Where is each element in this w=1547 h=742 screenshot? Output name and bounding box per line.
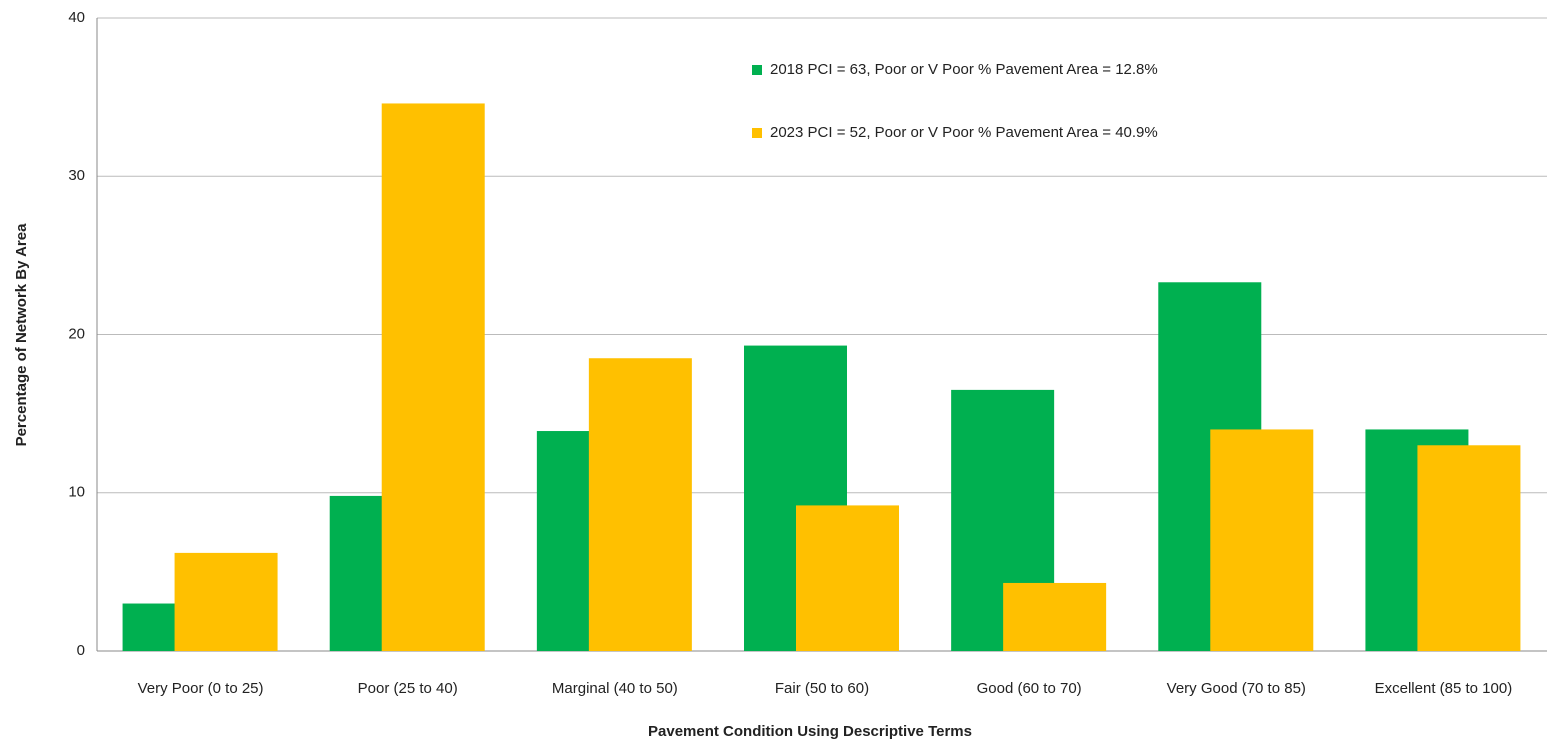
bar <box>174 552 278 651</box>
legend-marker <box>752 128 762 138</box>
x-tick-label: Marginal (40 to 50) <box>552 680 678 697</box>
legend-marker <box>752 65 762 75</box>
y-axis-label: Percentage of Network By Area <box>13 223 30 447</box>
bar <box>1003 582 1107 651</box>
x-axis-label: Pavement Condition Using Descriptive Ter… <box>648 723 972 740</box>
bar <box>796 505 899 651</box>
bar <box>1210 429 1314 651</box>
bar <box>588 358 692 651</box>
x-tick-label: Very Good (70 to 85) <box>1167 680 1306 697</box>
y-tick-label: 20 <box>68 325 85 342</box>
y-tick-label: 0 <box>77 642 85 659</box>
x-tick-label: Very Poor (0 to 25) <box>138 680 264 697</box>
x-tick-label: Poor (25 to 40) <box>358 680 458 697</box>
legend-label: 2023 PCI = 52, Poor or V Poor % Pavement… <box>770 124 1158 141</box>
bar <box>381 103 485 651</box>
x-tick-label: Excellent (85 to 100) <box>1375 680 1513 697</box>
y-tick-label: 30 <box>68 167 85 184</box>
y-tick-label: 10 <box>68 484 85 501</box>
x-tick-label: Good (60 to 70) <box>977 680 1082 697</box>
bar <box>1417 445 1521 651</box>
y-tick-label: 40 <box>68 9 85 26</box>
legend-label: 2018 PCI = 63, Poor or V Poor % Pavement… <box>770 61 1158 78</box>
x-tick-label: Fair (50 to 60) <box>775 680 869 697</box>
